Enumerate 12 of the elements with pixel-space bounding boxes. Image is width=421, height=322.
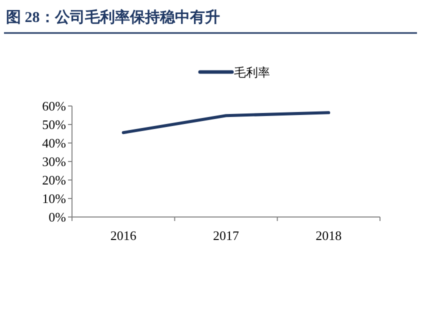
y-tick-label: 40% [42,136,66,150]
legend-label: 毛利率 [234,66,270,80]
y-tick-label: 20% [42,172,66,188]
x-tick-label: 2017 [213,228,240,243]
y-tick-label: 60% [42,98,66,114]
x-tick-label: 2016 [110,228,137,243]
chart-title: 图 28：公司毛利率保持稳中有升 [6,8,220,26]
y-tick-label: 50% [42,117,66,132]
y-tick-label: 30% [42,154,66,169]
y-tick-label: 0% [48,210,66,224]
x-tick-label: 2018 [316,228,342,243]
y-tick-label: 10% [42,191,66,206]
